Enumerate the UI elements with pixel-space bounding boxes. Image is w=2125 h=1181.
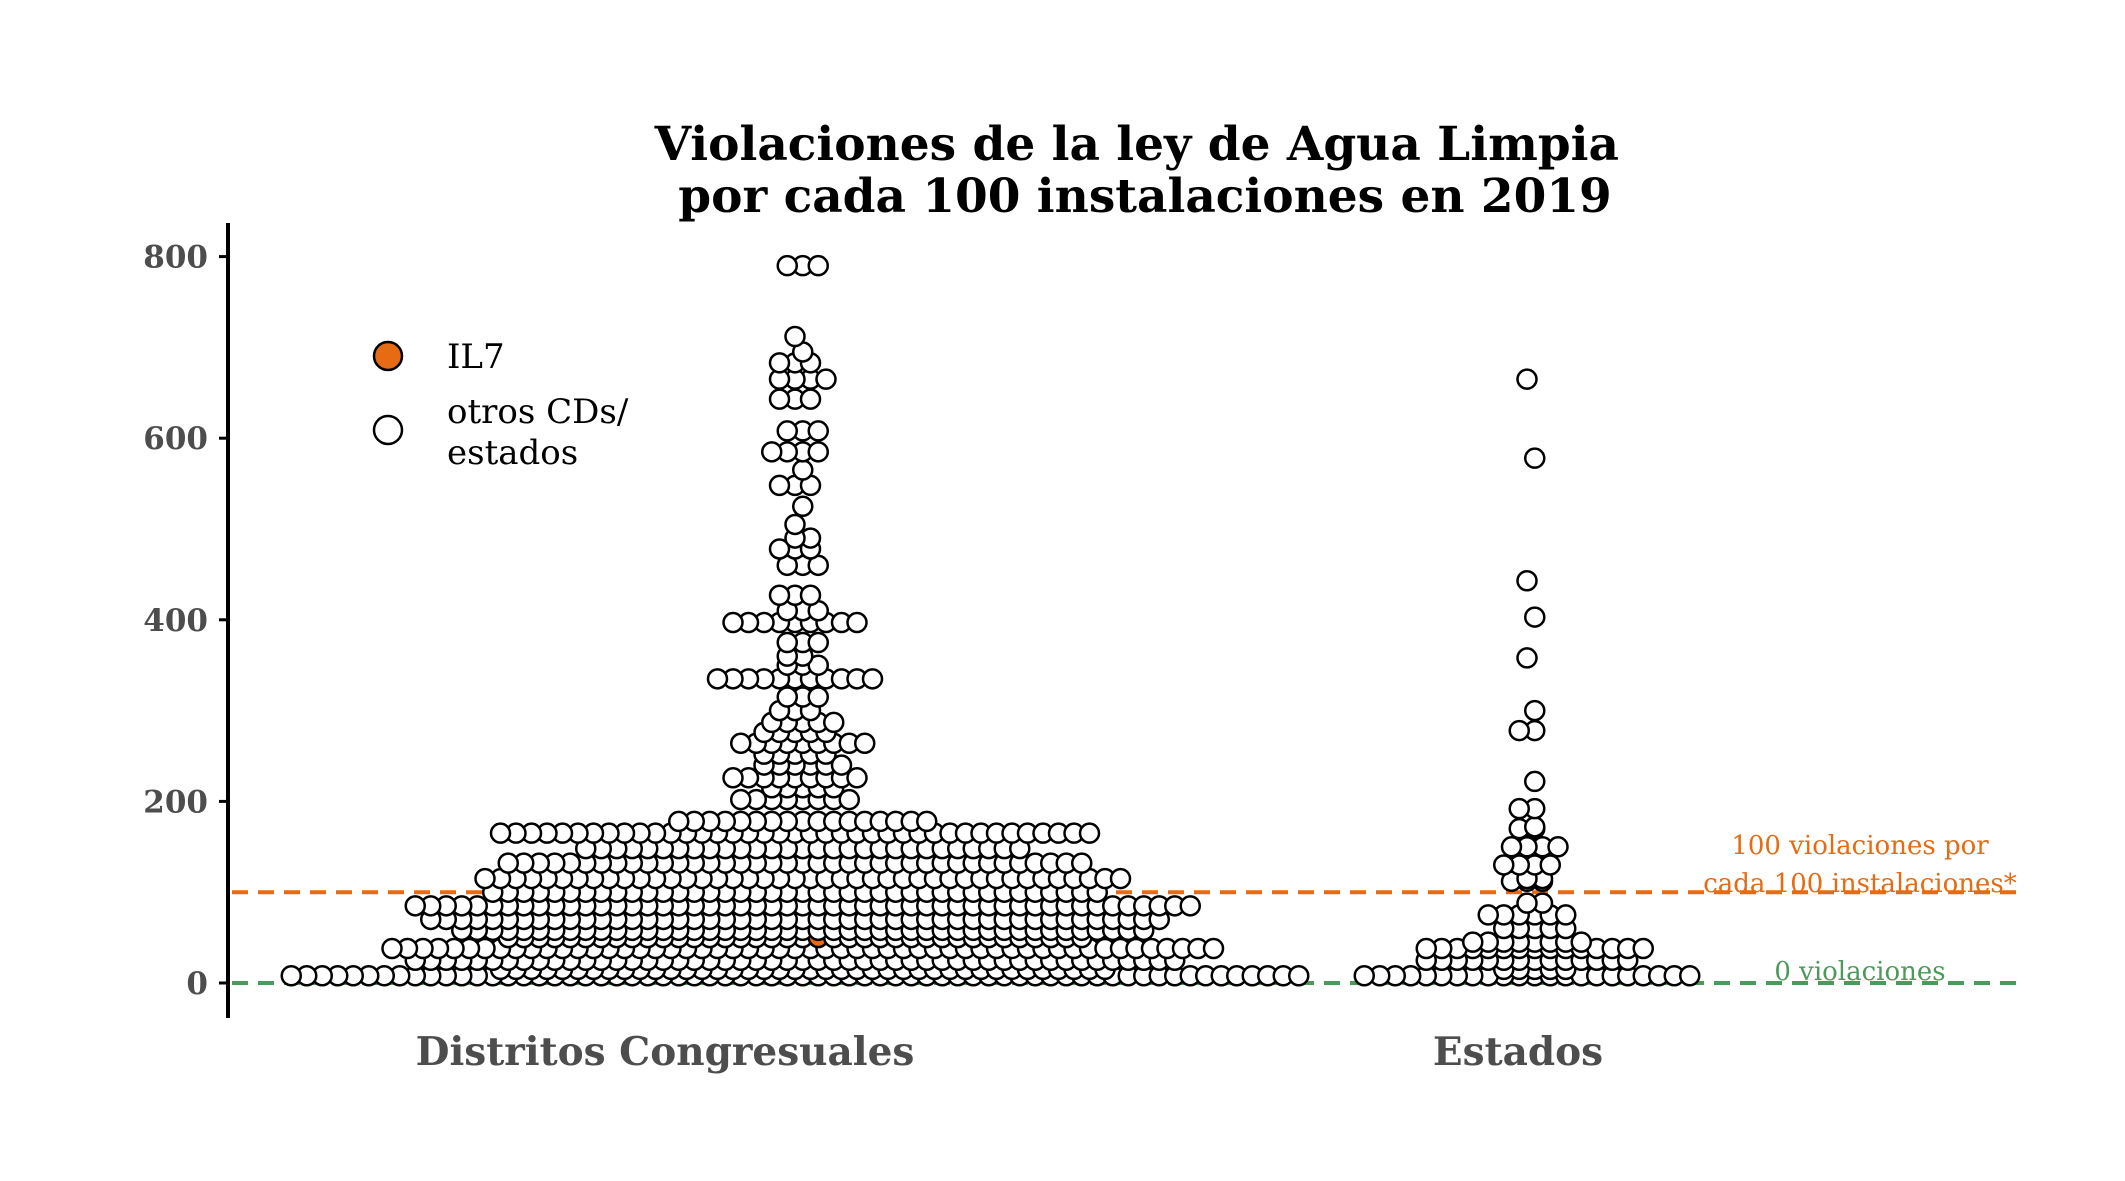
data-point: [815, 368, 837, 390]
data-point: [1516, 368, 1538, 390]
data-point: [474, 867, 496, 890]
data-point: [1516, 570, 1538, 592]
data-point: [1524, 447, 1546, 469]
data-point: [792, 459, 814, 481]
data-point: [761, 441, 783, 463]
data-point: [1353, 964, 1375, 987]
data-point: [1288, 964, 1310, 987]
data-point: [668, 810, 690, 833]
data-point: [489, 822, 512, 844]
reference-line-annotation: cada 100 instalaciones*: [1703, 869, 2017, 899]
data-point: [792, 495, 814, 518]
data-point: [823, 711, 845, 734]
data-point: [1415, 937, 1437, 960]
y-tick-label: 600: [143, 421, 208, 457]
legend-label-otros-line-1: otros CDs/: [447, 392, 629, 432]
legend-marker-il7: [372, 340, 404, 372]
data-point: [1679, 964, 1701, 987]
data-point: [807, 254, 829, 277]
data-point: [404, 895, 426, 917]
x-category-label-estados: Estados: [1433, 1029, 1603, 1075]
data-point: [722, 767, 744, 789]
legend: IL7 otros CDs/ estados: [372, 337, 639, 473]
data-point: [1516, 647, 1538, 669]
data-point: [497, 852, 519, 874]
reference-line-annotation: 0 violaciones: [1774, 957, 1945, 987]
data-point: [768, 474, 791, 497]
legend-marker-otros: [372, 414, 404, 446]
data-point: [1516, 892, 1538, 914]
data-point: [1508, 719, 1530, 742]
data-point: [768, 538, 791, 560]
data-point: [784, 325, 806, 348]
data-point: [1539, 854, 1561, 876]
data-point: [776, 631, 798, 654]
data-point: [280, 964, 302, 987]
data-points: [280, 254, 1701, 987]
data-point: [1508, 797, 1530, 820]
data-point: [768, 584, 791, 607]
data-point: [776, 254, 798, 277]
y-tick-label: 400: [143, 603, 208, 639]
data-point: [854, 732, 876, 755]
data-point: [776, 420, 798, 442]
y-tick-label: 0: [186, 966, 208, 1002]
data-point: [1547, 836, 1569, 858]
data-point: [1078, 822, 1101, 844]
data-point: [916, 810, 938, 833]
legend-label-il7: IL7: [447, 337, 505, 377]
data-point: [1493, 854, 1515, 876]
chart-title-line-1: Violaciones de la ley de Agua Limpia: [654, 117, 1619, 172]
y-axis-ticks: 0 200 400 600 800: [143, 240, 228, 1002]
data-point: [722, 611, 744, 634]
data-point: [1632, 937, 1654, 960]
data-point: [807, 420, 829, 442]
data-point: [799, 388, 822, 410]
data-point: [1524, 770, 1546, 793]
data-point: [1071, 852, 1093, 874]
data-point: [730, 788, 752, 811]
y-tick-label: 800: [143, 240, 208, 276]
data-point: [799, 584, 822, 607]
data-point: [1524, 816, 1546, 838]
data-point: [1524, 606, 1546, 628]
data-point: [1500, 836, 1523, 858]
data-point: [706, 668, 729, 690]
data-point: [807, 631, 829, 654]
data-point: [807, 686, 829, 708]
data-point: [1179, 895, 1201, 917]
data-point: [846, 767, 868, 789]
data-point: [784, 513, 806, 536]
data-point: [1462, 931, 1484, 953]
data-point: [807, 441, 829, 463]
data-point: [1570, 931, 1592, 953]
data-point: [1109, 867, 1132, 890]
data-point: [846, 611, 868, 634]
data-point: [1524, 699, 1546, 722]
reference-line-annotation: 100 violaciones por: [1731, 831, 1989, 861]
data-point: [1477, 904, 1499, 926]
chart-title: Violaciones de la ley de Agua Limpia por…: [654, 117, 1636, 224]
chart-title-line-2: por cada 100 instalaciones en 2019: [678, 169, 1611, 224]
y-tick-label: 200: [143, 784, 208, 820]
data-point: [830, 754, 853, 776]
legend-label-otros-line-2: estados: [447, 433, 578, 473]
data-point: [1202, 937, 1225, 960]
data-point: [730, 732, 752, 755]
data-point: [776, 686, 798, 708]
data-point: [861, 668, 884, 690]
legend-label-otros: otros CDs/ estados: [447, 392, 639, 473]
data-point: [381, 937, 403, 960]
x-category-label-distritos: Distritos Congresuales: [416, 1029, 915, 1075]
data-point: [807, 654, 829, 676]
data-point: [768, 352, 791, 374]
data-point: [768, 388, 791, 410]
data-point: [1555, 904, 1577, 926]
data-point: [838, 788, 860, 811]
